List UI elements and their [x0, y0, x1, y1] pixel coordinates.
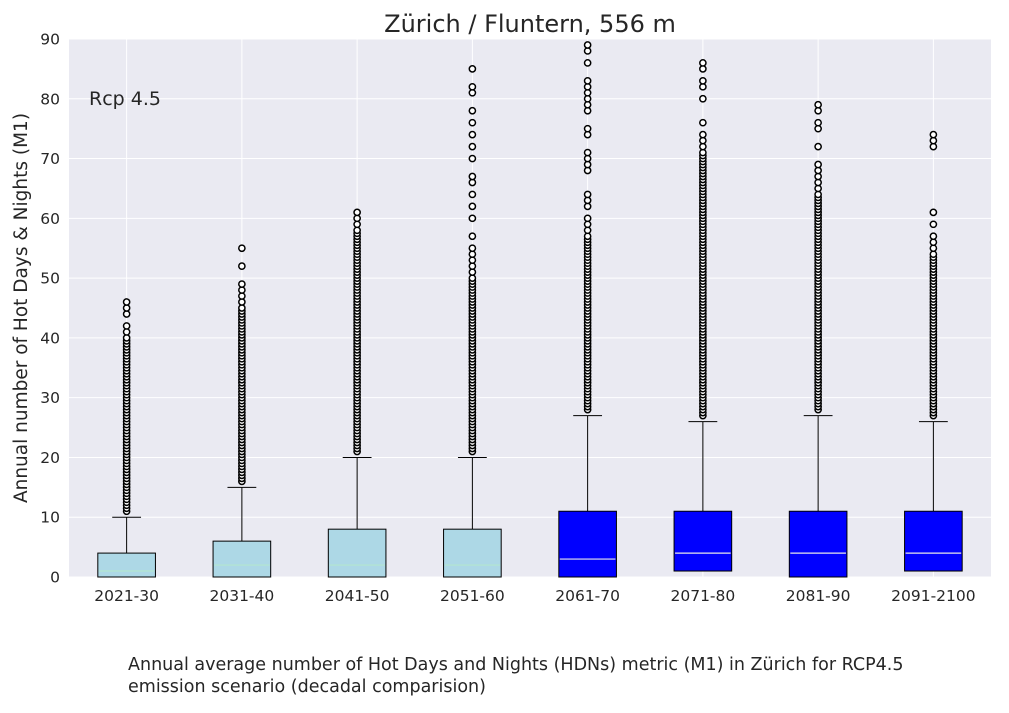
- box-2071-80: [673, 59, 733, 572]
- box-2061-70: [558, 41, 617, 578]
- flier-point: [122, 322, 131, 330]
- x-tick-label-2031-40: 2031-40: [209, 587, 274, 605]
- box-body: [788, 510, 848, 578]
- scenario-annotation: Rcp 4.5: [89, 88, 161, 110]
- flier-point: [468, 244, 477, 253]
- box-series: [97, 41, 963, 578]
- flier-point: [583, 41, 592, 49]
- caption-line-2: emission scenario (decadal comparision): [128, 677, 486, 697]
- box-body: [558, 510, 617, 578]
- flier-point: [468, 106, 477, 115]
- y-axis-label: Annual number of Hot Days & Nights (M1): [11, 113, 32, 503]
- x-tick-label-2051-60: 2051-60: [440, 587, 505, 605]
- figure-caption: Annual average number of Hot Days and Ni…: [128, 654, 1003, 698]
- flier-point: [122, 298, 131, 306]
- flier-point: [699, 76, 707, 85]
- flier-point: [699, 59, 707, 67]
- flier-point: [929, 232, 938, 241]
- box-body: [443, 528, 502, 578]
- x-tick-label-2061-70: 2061-70: [555, 587, 620, 605]
- y-tick-label-80: 80: [40, 90, 60, 108]
- flier-point: [238, 244, 246, 253]
- flier-point: [929, 130, 938, 139]
- flier-point: [814, 160, 822, 169]
- box-body: [97, 552, 156, 578]
- flier-point: [468, 130, 477, 139]
- box-body: [327, 528, 387, 578]
- flier-point: [814, 142, 822, 151]
- box-2021-30: [97, 298, 156, 578]
- flier-point: [238, 280, 246, 288]
- flier-point: [468, 118, 477, 127]
- x-tick-labels: 2021-30 2031-40 2041-50 2051-60 2061-70 2071-…: [94, 587, 975, 605]
- flier-point: [238, 262, 246, 271]
- flier-point: [929, 220, 938, 229]
- x-tick-label-2021-30: 2021-30: [94, 587, 159, 605]
- box-body: [212, 540, 272, 578]
- box-2081-90: [788, 100, 848, 578]
- flier-point: [468, 214, 477, 223]
- plot-area: [69, 39, 991, 577]
- y-tick-label-0: 0: [50, 569, 60, 587]
- box-2091-2100: [904, 130, 963, 572]
- box-body: [904, 510, 963, 572]
- y-tick-label-70: 70: [40, 150, 60, 168]
- flier-point: [699, 94, 707, 103]
- y-tick-label-60: 60: [40, 210, 60, 228]
- chart-title: Zürich / Fluntern, 556 m: [384, 10, 676, 38]
- flier-point: [699, 118, 707, 127]
- caption-line-1: Annual average number of Hot Days and Ni…: [128, 655, 904, 675]
- boxplot-chart: 0 10 20 30 40 50 60 70 80 90 2021-30 2031-40 2041-5…: [11, 10, 991, 605]
- x-tick-label-2041-50: 2041-50: [325, 587, 390, 605]
- y-tick-label-40: 40: [40, 329, 60, 347]
- flier-point: [468, 142, 477, 151]
- flier-point: [468, 65, 477, 73]
- y-tick-label-10: 10: [40, 509, 60, 527]
- y-tick-labels: 0 10 20 30 40 50 60 70 80 90: [40, 31, 60, 587]
- flier-point: [353, 208, 361, 217]
- flier-point: [583, 124, 592, 133]
- box-2041-50: [327, 208, 387, 578]
- flier-point: [468, 190, 477, 199]
- flier-point: [468, 232, 477, 241]
- flier-point: [583, 190, 592, 199]
- y-tick-label-20: 20: [40, 449, 60, 467]
- x-tick-label-2091-2100: 2091-2100: [891, 587, 976, 605]
- y-tick-label-50: 50: [40, 270, 60, 288]
- x-tick-label-2071-80: 2071-80: [670, 587, 735, 605]
- box-2031-40: [212, 244, 272, 578]
- y-tick-label-90: 90: [40, 31, 60, 49]
- box-2051-60: [443, 65, 502, 578]
- flier-point: [699, 130, 707, 139]
- flier-point: [583, 76, 592, 85]
- flier-point: [468, 82, 477, 91]
- flier-point: [814, 100, 822, 109]
- flier-point: [468, 154, 477, 163]
- flier-point: [929, 208, 938, 217]
- flier-point: [583, 59, 592, 67]
- flier-point: [583, 148, 592, 157]
- x-tick-label-2081-90: 2081-90: [786, 587, 851, 605]
- box-body: [673, 510, 733, 572]
- flier-point: [814, 118, 822, 127]
- flier-point: [468, 202, 477, 211]
- y-tick-label-30: 30: [40, 389, 60, 407]
- flier-point: [468, 172, 477, 181]
- flier-point: [583, 214, 592, 223]
